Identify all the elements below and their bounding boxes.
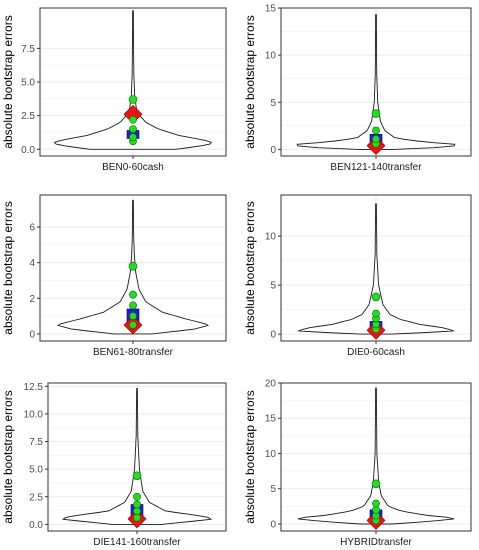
y-tick-label: 5 (270, 484, 276, 495)
violin-outline (298, 203, 454, 335)
green-point (371, 479, 381, 489)
violin-outline (62, 388, 212, 525)
y-tick-label: 0 (270, 145, 276, 156)
green-point (129, 321, 137, 329)
green-point (372, 309, 380, 318)
violin-outline (297, 387, 455, 525)
green-point (371, 109, 381, 118)
y-tick-label: 0 (29, 329, 35, 340)
x-category-label: BEN61-80transfer (93, 347, 174, 358)
green-point (129, 133, 137, 142)
green-point (129, 301, 137, 310)
y-axis-title: absolute bootstrap errors (1, 201, 15, 334)
x-category-label: HYBRIDtransfer (340, 537, 412, 548)
y-axis-title: absolute bootstrap errors (243, 15, 257, 148)
panel-hybridtransfer: 0 5 10 15 20 HYBRIDtransfer absolute bootstrap… (243, 379, 472, 548)
y-tick-label: 2.5 (29, 492, 43, 503)
green-point (128, 95, 138, 104)
green-point (128, 261, 138, 271)
y-tick-label: 10 (265, 51, 277, 62)
y-tick-label: 10.0 (24, 409, 44, 420)
y-tick-label: 5 (270, 98, 276, 109)
green-point (133, 500, 141, 509)
y-tick-label: 0 (270, 519, 276, 530)
y-tick-label: 5 (270, 281, 276, 292)
green-point (129, 312, 137, 320)
y-tick-label: 10 (265, 232, 277, 243)
y-tick-label: 7.5 (21, 44, 35, 55)
y-tick-label: 15 (265, 4, 277, 15)
x-category-label: DIE0-60cash (347, 347, 405, 358)
y-tick-label: 10 (265, 449, 277, 460)
y-tick-label: 5.0 (21, 78, 35, 89)
y-axis-title: absolute bootstrap errors (243, 390, 257, 523)
y-axis-title: absolute bootstrap errors (243, 201, 257, 334)
x-category-label: BEN0-60cash (102, 162, 164, 173)
y-axis-title: absolute bootstrap errors (1, 15, 15, 148)
x-category-label: BEN121-140transfer (330, 162, 422, 173)
y-tick-label: 12.5 (24, 382, 44, 393)
green-point (129, 290, 137, 299)
green-point (129, 125, 137, 133)
green-point (133, 507, 141, 516)
y-axis-title: absolute bootstrap errors (1, 390, 15, 523)
y-tick-label: 5.0 (29, 465, 43, 476)
green-point (372, 135, 380, 143)
y-tick-label: 6 (29, 223, 35, 234)
y-tick-label: 4 (29, 258, 35, 269)
y-tick-label: 2 (29, 294, 35, 305)
y-tick-label: 0.0 (29, 520, 43, 531)
panel-die141-160transfer: 0.0 2.5 5.0 7.5 10.0 12.5 DIE141-160transfer ab… (1, 382, 227, 548)
x-category-label: DIE141-160transfer (93, 537, 181, 548)
y-tick-label: 0.0 (21, 145, 35, 156)
green-point (132, 471, 142, 481)
green-point (372, 499, 380, 508)
y-tick-label: 20 (265, 379, 277, 390)
panel-ben121-140transfer: 0 5 10 15 BEN121-140transfer absolute bootstr… (243, 4, 472, 173)
green-point (133, 513, 141, 522)
panel-ben0-60cash: 0.0 2.5 5.0 7.5 BEN0-60cash absolute bootstra… (1, 7, 227, 173)
y-tick-label: 0 (270, 330, 276, 341)
panel-die0-60cash: 0 5 10 DIE0-60cash absolute bootstrap errors (243, 194, 472, 358)
y-tick-label: 15 (265, 414, 277, 425)
y-tick-label: 2.5 (21, 111, 35, 122)
green-point (129, 115, 137, 124)
violin-outline (296, 14, 456, 150)
green-point (372, 126, 380, 135)
green-point (133, 492, 141, 501)
green-point (371, 292, 381, 302)
y-tick-label: 7.5 (29, 437, 43, 448)
panel-ben61-80transfer: 0 2 4 6 BEN61-80transfer absolute bootstrap e… (1, 194, 227, 358)
